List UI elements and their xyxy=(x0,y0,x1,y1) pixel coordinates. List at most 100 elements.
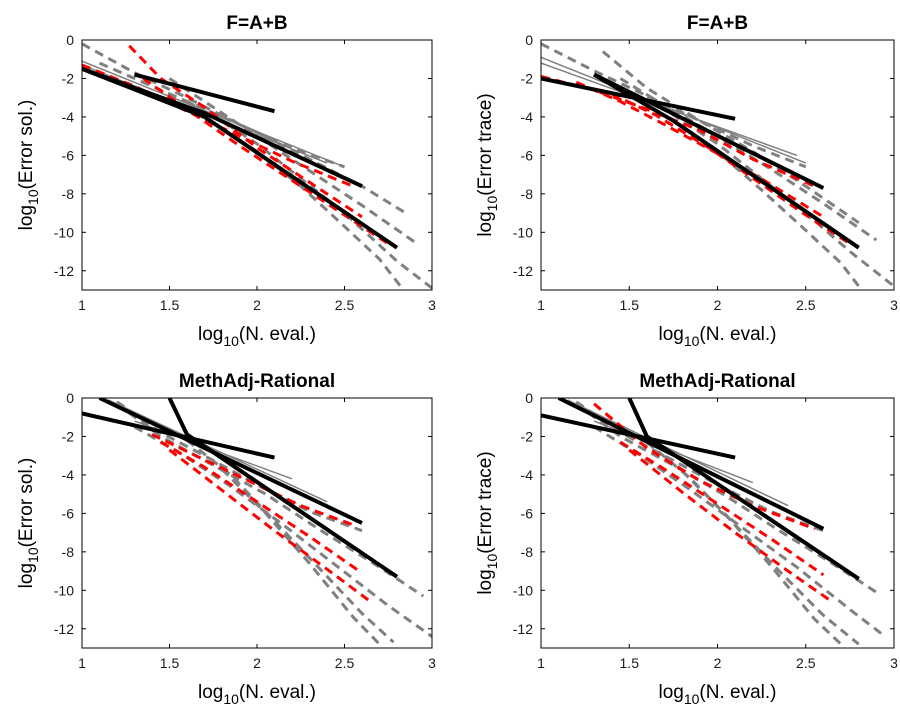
y-tick-label: -2 xyxy=(62,428,75,444)
series-line-gray-dash xyxy=(212,121,402,288)
x-tick-label: 1 xyxy=(78,655,86,671)
y-tick-label: 0 xyxy=(525,390,533,406)
x-tick-label: 1.5 xyxy=(160,297,180,313)
panel-1: 1 1.5 2 2.5 3 0 -2 -4 -6 -8 -10 -12 F=A+B log10(N. ev… xyxy=(16,13,436,349)
y-tick-label: -4 xyxy=(62,467,75,483)
series-line-gray-dash xyxy=(681,470,843,646)
y-tick-label: -4 xyxy=(521,467,534,483)
series-line-gray-dash xyxy=(82,42,346,169)
panel-3: 1 1.5 2 2.5 3 0 -2 -4 -6 -8 -10 -12 MethAdj-Rational… xyxy=(16,371,436,707)
panel-4: 1 1.5 2 2.5 3 0 -2 -4 -6 -8 -10 -12 MethAdj-Rational… xyxy=(475,371,898,707)
panel-title: MethAdj-Rational xyxy=(179,371,335,392)
x-axis-label: log10(N. eval.) xyxy=(198,682,316,707)
y-tick-label: 0 xyxy=(66,32,74,48)
y-tick-label: -8 xyxy=(62,186,75,202)
y-tick-label: -2 xyxy=(62,70,75,86)
series-line-black-thick xyxy=(98,398,363,525)
plot-area xyxy=(541,40,894,290)
y-tick-label: -12 xyxy=(513,263,533,279)
y-tick-label: -12 xyxy=(54,263,74,279)
series-line-red-dash xyxy=(619,440,825,577)
x-tick-label: 1.5 xyxy=(160,655,180,671)
y-axis-label: log10(Error sol.) xyxy=(16,458,41,589)
x-axis-label: log10(N. eval.) xyxy=(198,324,316,349)
x-tick-label: 1.5 xyxy=(620,297,640,313)
x-tick-label: 3 xyxy=(890,297,898,313)
y-tick-label: -8 xyxy=(62,544,75,560)
panel-title: F=A+B xyxy=(226,13,287,34)
x-tick-label: 2.5 xyxy=(796,655,816,671)
series-line-black-thick xyxy=(627,398,860,581)
x-tick-label: 2 xyxy=(714,297,722,313)
x-tick-label: 2 xyxy=(253,655,261,671)
series-line-gray-dash xyxy=(220,468,381,646)
x-tick-label: 1.5 xyxy=(620,655,640,671)
y-tick-label: -8 xyxy=(521,186,534,202)
series-group xyxy=(541,42,894,288)
y-tick-label: -6 xyxy=(62,505,75,521)
x-axis-label: log10(N. eval.) xyxy=(658,682,776,707)
series-line-gray-dash xyxy=(541,42,807,169)
y-tick-label: -12 xyxy=(513,621,533,637)
series-line-red-dash xyxy=(128,44,363,219)
series-line-gray-dash xyxy=(672,119,860,288)
series-line-gray-dash xyxy=(168,77,416,244)
series-line-black-thick xyxy=(593,72,825,190)
x-axis-label: log10(N. eval.) xyxy=(658,324,776,349)
y-tick-label: 0 xyxy=(525,32,533,48)
x-tick-label: 1 xyxy=(537,297,545,313)
series-group xyxy=(82,42,432,290)
series-group xyxy=(541,398,887,646)
series-line-black-thick xyxy=(133,72,276,114)
x-tick-label: 3 xyxy=(428,297,436,313)
panel-title: F=A+B xyxy=(687,13,748,34)
panel-2: 1 1.5 2 2.5 3 0 -2 -4 -6 -8 -10 -12 F=A+B log10(N. ev… xyxy=(475,13,898,349)
y-axis-label: log10(Error trace) xyxy=(475,93,500,236)
series-line-gray-dash xyxy=(116,400,363,533)
x-tick-label: 2.5 xyxy=(796,297,816,313)
series-line-black-thick xyxy=(592,72,860,250)
series-line-red-dash xyxy=(168,448,372,604)
series-line-black-thick xyxy=(167,398,399,579)
y-tick-label: 0 xyxy=(66,390,74,406)
y-tick-label: -10 xyxy=(54,582,74,598)
y-tick-label: -6 xyxy=(521,505,534,521)
series-line-black-thick xyxy=(557,398,825,531)
x-tick-label: 3 xyxy=(428,655,436,671)
series-line-black-thick xyxy=(82,66,399,250)
x-tick-label: 1 xyxy=(78,297,86,313)
series-line-gray-thin xyxy=(541,62,798,157)
y-tick-label: -8 xyxy=(521,544,534,560)
series-line-gray-dash xyxy=(186,100,432,290)
y-tick-label: -2 xyxy=(521,428,534,444)
y-tick-label: -10 xyxy=(513,224,533,240)
x-tick-label: 1 xyxy=(537,655,545,671)
y-tick-label: -2 xyxy=(521,70,534,86)
y-tick-label: -4 xyxy=(521,109,534,125)
y-axis-label: log10(Error sol.) xyxy=(16,100,41,231)
series-line-red-dash xyxy=(151,433,354,527)
y-tick-label: -10 xyxy=(54,224,74,240)
x-tick-label: 2 xyxy=(253,297,261,313)
series-line-red-dash xyxy=(628,448,834,604)
panel-title: MethAdj-Rational xyxy=(639,371,795,392)
y-axis-label: log10(Error trace) xyxy=(475,451,500,594)
plot-area xyxy=(82,40,432,290)
series-line-gray-dash xyxy=(646,96,894,288)
y-tick-label: -12 xyxy=(54,621,74,637)
plot-area xyxy=(541,398,894,648)
series-line-red-dash xyxy=(610,92,851,246)
series-line-red-dash xyxy=(160,440,363,575)
x-tick-label: 3 xyxy=(890,655,898,671)
y-tick-label: -10 xyxy=(513,582,533,598)
y-tick-label: -4 xyxy=(62,109,75,125)
x-tick-label: 2.5 xyxy=(335,297,355,313)
y-tick-label: -6 xyxy=(521,147,534,163)
series-group xyxy=(82,398,432,646)
y-tick-label: -6 xyxy=(62,147,75,163)
series-line-gray-dash xyxy=(601,50,860,224)
plot-area xyxy=(82,398,432,648)
series-line-red-dash xyxy=(575,80,825,219)
x-tick-label: 2 xyxy=(714,655,722,671)
